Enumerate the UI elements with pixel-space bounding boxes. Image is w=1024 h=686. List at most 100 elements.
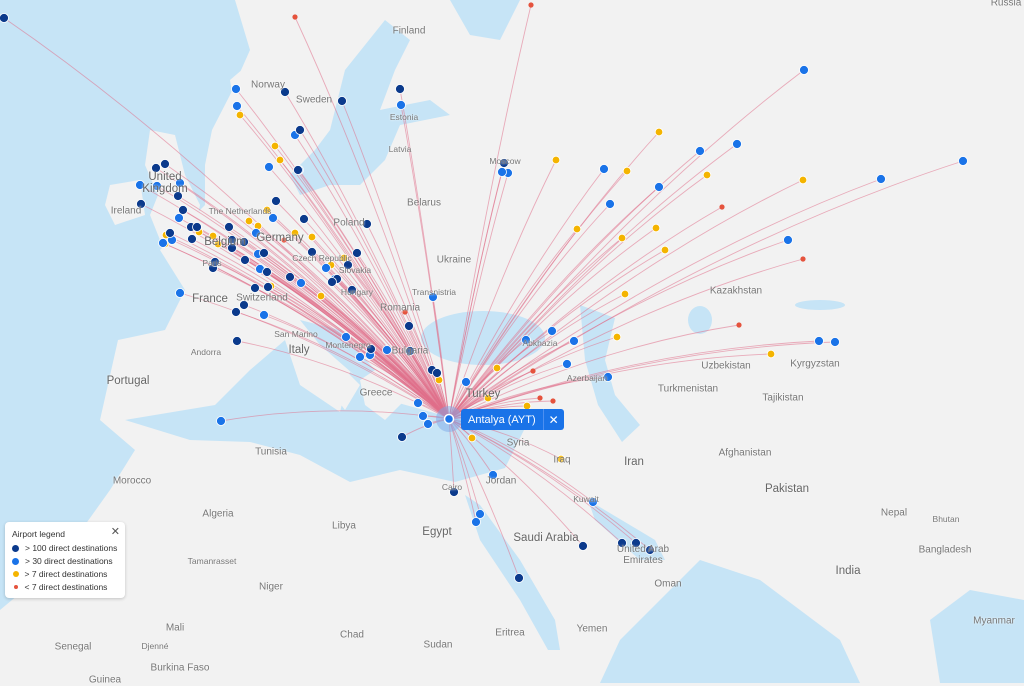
medium-airport-marker[interactable] — [316, 291, 326, 301]
major-airport-marker[interactable] — [588, 497, 598, 507]
major-airport-marker[interactable] — [497, 167, 507, 177]
large-airport-marker[interactable] — [160, 159, 170, 169]
major-airport-marker[interactable] — [423, 419, 433, 429]
large-airport-marker[interactable] — [227, 243, 237, 253]
major-airport-marker[interactable] — [603, 372, 613, 382]
major-airport-marker[interactable] — [341, 332, 351, 342]
large-airport-marker[interactable] — [231, 307, 241, 317]
medium-airport-marker[interactable] — [483, 393, 493, 403]
medium-airport-marker[interactable] — [651, 223, 661, 233]
medium-airport-marker[interactable] — [622, 166, 632, 176]
major-airport-marker[interactable] — [396, 100, 406, 110]
small-airport-marker[interactable] — [402, 309, 408, 315]
major-airport-marker[interactable] — [958, 156, 968, 166]
major-airport-marker[interactable] — [174, 213, 184, 223]
small-airport-marker[interactable] — [736, 322, 742, 328]
major-airport-marker[interactable] — [268, 213, 278, 223]
medium-airport-marker[interactable] — [551, 155, 561, 165]
large-airport-marker[interactable] — [210, 257, 220, 267]
large-airport-marker[interactable] — [366, 344, 376, 354]
major-airport-marker[interactable] — [152, 181, 162, 191]
close-icon[interactable]: ✕ — [110, 526, 120, 538]
major-airport-marker[interactable] — [521, 335, 531, 345]
major-airport-marker[interactable] — [428, 292, 438, 302]
major-airport-marker[interactable] — [488, 470, 498, 480]
large-airport-marker[interactable] — [327, 277, 337, 287]
major-airport-marker[interactable] — [296, 278, 306, 288]
medium-airport-marker[interactable] — [798, 175, 808, 185]
large-airport-marker[interactable] — [187, 234, 197, 244]
large-airport-marker[interactable] — [192, 222, 202, 232]
small-airport-marker[interactable] — [800, 256, 806, 262]
major-airport-marker[interactable] — [695, 146, 705, 156]
major-airport-marker[interactable] — [264, 162, 274, 172]
medium-airport-marker[interactable] — [612, 332, 622, 342]
small-airport-marker[interactable] — [530, 368, 536, 374]
large-airport-marker[interactable] — [499, 158, 509, 168]
medium-airport-marker[interactable] — [213, 239, 223, 249]
major-airport-marker[interactable] — [259, 310, 269, 320]
large-airport-marker[interactable] — [173, 191, 183, 201]
large-airport-marker[interactable] — [295, 125, 305, 135]
large-airport-marker[interactable] — [285, 272, 295, 282]
large-airport-marker[interactable] — [165, 228, 175, 238]
large-airport-marker[interactable] — [432, 368, 442, 378]
major-airport-marker[interactable] — [654, 182, 664, 192]
major-airport-marker[interactable] — [231, 84, 241, 94]
major-airport-marker[interactable] — [732, 139, 742, 149]
medium-airport-marker[interactable] — [556, 454, 566, 464]
large-airport-marker[interactable] — [239, 300, 249, 310]
major-airport-marker[interactable] — [475, 509, 485, 519]
major-airport-marker[interactable] — [355, 352, 365, 362]
major-airport-marker[interactable] — [418, 411, 428, 421]
major-airport-marker[interactable] — [135, 180, 145, 190]
large-airport-marker[interactable] — [250, 283, 260, 293]
major-airport-marker[interactable] — [799, 65, 809, 75]
small-airport-marker[interactable] — [528, 2, 534, 8]
medium-airport-marker[interactable] — [467, 433, 477, 443]
medium-airport-marker[interactable] — [766, 349, 776, 359]
large-airport-marker[interactable] — [337, 96, 347, 106]
large-airport-marker[interactable] — [514, 573, 524, 583]
large-airport-marker[interactable] — [151, 163, 161, 173]
large-airport-marker[interactable] — [397, 432, 407, 442]
large-airport-marker[interactable] — [280, 87, 290, 97]
small-airport-marker[interactable] — [537, 395, 543, 401]
major-airport-marker[interactable] — [413, 398, 423, 408]
medium-airport-marker[interactable] — [307, 232, 317, 242]
large-airport-marker[interactable] — [343, 260, 353, 270]
large-airport-marker[interactable] — [136, 199, 146, 209]
medium-airport-marker[interactable] — [660, 245, 670, 255]
large-airport-marker[interactable] — [449, 487, 459, 497]
medium-airport-marker[interactable] — [235, 110, 245, 120]
large-airport-marker[interactable] — [224, 222, 234, 232]
large-airport-marker[interactable] — [352, 248, 362, 258]
large-airport-marker[interactable] — [239, 237, 249, 247]
medium-airport-marker[interactable] — [208, 231, 218, 241]
medium-airport-marker[interactable] — [275, 155, 285, 165]
major-airport-marker[interactable] — [547, 326, 557, 336]
medium-airport-marker[interactable] — [244, 216, 254, 226]
major-airport-marker[interactable] — [599, 164, 609, 174]
large-airport-marker[interactable] — [645, 545, 655, 555]
medium-airport-marker[interactable] — [339, 253, 349, 263]
large-airport-marker[interactable] — [0, 13, 9, 23]
major-airport-marker[interactable] — [251, 228, 261, 238]
large-airport-marker[interactable] — [347, 285, 357, 295]
large-airport-marker[interactable] — [307, 247, 317, 257]
large-airport-marker[interactable] — [362, 219, 372, 229]
small-airport-marker[interactable] — [292, 14, 298, 20]
major-airport-marker[interactable] — [783, 235, 793, 245]
major-airport-marker[interactable] — [814, 336, 824, 346]
large-airport-marker[interactable] — [395, 84, 405, 94]
large-airport-marker[interactable] — [404, 321, 414, 331]
large-airport-marker[interactable] — [259, 248, 269, 258]
medium-airport-marker[interactable] — [620, 289, 630, 299]
large-airport-marker[interactable] — [293, 165, 303, 175]
large-airport-marker[interactable] — [240, 255, 250, 265]
large-airport-marker[interactable] — [617, 538, 627, 548]
major-airport-marker[interactable] — [321, 263, 331, 273]
close-icon[interactable]: ✕ — [542, 409, 564, 430]
medium-airport-marker[interactable] — [290, 228, 300, 238]
